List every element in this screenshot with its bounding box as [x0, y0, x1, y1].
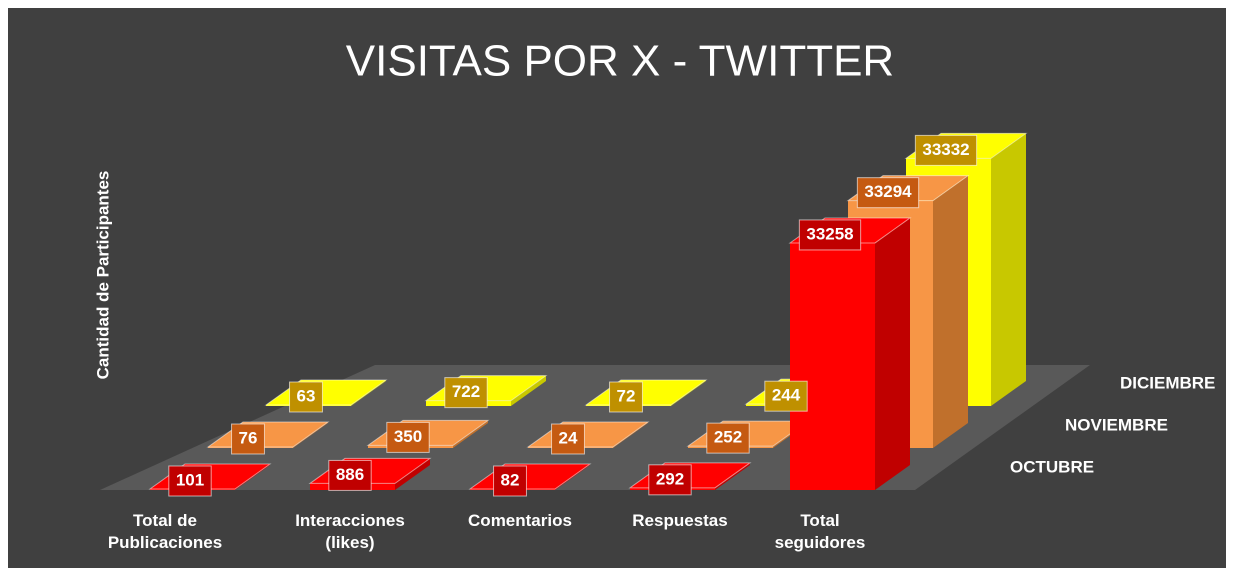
legend-label: DICIEMBRE — [1120, 373, 1215, 392]
data-label-text: 101 — [176, 470, 204, 489]
data-label-text: 24 — [559, 428, 578, 447]
data-label-box — [289, 381, 323, 413]
bar-side — [991, 133, 1026, 406]
data-label-text: 82 — [501, 470, 520, 489]
chart-title: VISITAS POR X - TWITTER — [346, 37, 894, 86]
data-label-box — [856, 177, 920, 209]
x-tick-label: Interacciones (likes) — [295, 511, 405, 552]
data-label: 101 — [168, 465, 212, 497]
data-label-text: 72 — [617, 386, 636, 405]
data-label-box — [168, 465, 212, 497]
data-label-text: 350 — [394, 427, 422, 446]
bar-side — [453, 420, 488, 448]
data-label: 63 — [289, 381, 323, 413]
data-label-text: 33258 — [806, 224, 853, 243]
data-label-text: 722 — [452, 382, 480, 401]
data-label-text: 63 — [297, 386, 316, 405]
bar-side — [511, 375, 546, 406]
bar-side — [933, 175, 968, 448]
data-label-box — [609, 381, 643, 413]
bar-side — [875, 217, 910, 491]
data-label: 82 — [493, 465, 527, 497]
data-label-text: 252 — [714, 428, 742, 447]
data-label-text: 76 — [239, 428, 258, 447]
data-label-box — [706, 422, 750, 454]
data-label-text: 886 — [336, 465, 364, 484]
data-label: 33258 — [798, 219, 862, 251]
legend-label: NOVIEMBRE — [1065, 415, 1168, 434]
x-tick-label: Comentarios — [468, 511, 572, 530]
data-label-box — [648, 464, 692, 496]
data-label: 33294 — [856, 177, 920, 209]
data-label-text: 292 — [656, 469, 684, 488]
x-tick-label: Respuestas — [632, 511, 728, 530]
data-label: 252 — [706, 422, 750, 454]
bar-side — [395, 458, 430, 490]
legend-label: OCTUBRE — [1010, 457, 1094, 476]
y-axis-label: Cantidad de Participantes — [93, 171, 112, 380]
data-label: 33332 — [914, 134, 978, 166]
data-label-text: 244 — [772, 386, 801, 405]
data-label: 722 — [444, 377, 488, 409]
data-label-box — [386, 421, 430, 453]
data-label-box — [493, 465, 527, 497]
data-label-box — [551, 423, 585, 455]
data-label-box — [444, 377, 488, 409]
data-label: 72 — [609, 381, 643, 413]
data-label-box — [914, 134, 978, 166]
x-tick-label: Total de Publicaciones — [107, 511, 223, 552]
x-tick-label: Total seguidores — [774, 511, 866, 552]
data-label: 886 — [328, 459, 372, 491]
data-label: 292 — [648, 464, 692, 496]
data-label-text: 33332 — [922, 140, 969, 159]
data-label-box — [798, 219, 862, 251]
bar-front — [790, 242, 875, 490]
data-label: 244 — [764, 380, 808, 412]
data-label-text: 33294 — [864, 182, 912, 201]
data-label: 76 — [231, 423, 265, 455]
data-label: 24 — [551, 423, 585, 455]
data-label-box — [231, 423, 265, 455]
bar — [788, 217, 912, 491]
data-label: 350 — [386, 421, 430, 453]
data-label-box — [328, 459, 372, 491]
data-label-box — [764, 380, 808, 412]
